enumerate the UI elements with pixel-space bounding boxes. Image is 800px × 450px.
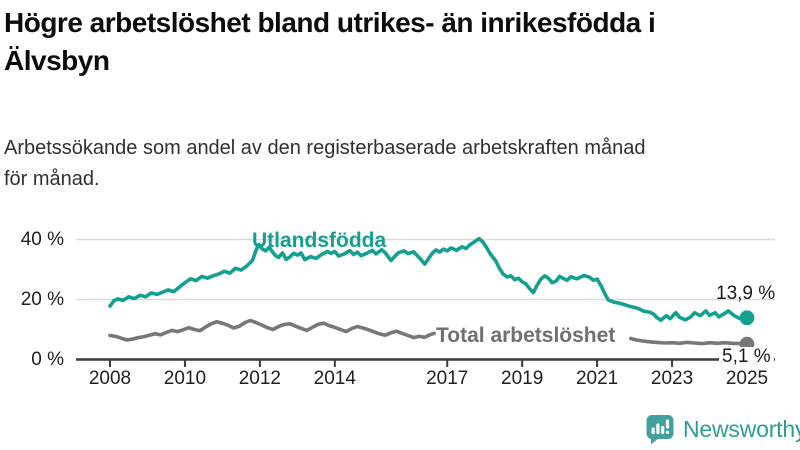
series-label-utlandsfodda: Utlandsfödda xyxy=(252,229,387,252)
end-value-label-utlandsfodda: 13,9 % xyxy=(716,283,776,304)
newsworthy-logo: Newsworthy xyxy=(645,413,800,445)
x-axis-tick-label: 2014 xyxy=(313,368,356,389)
y-axis-tick-label: 0 % xyxy=(31,348,64,370)
newsworthy-bubble-barchart-icon xyxy=(646,415,674,445)
x-axis-tick-label: 2021 xyxy=(575,368,619,389)
chart-subtitle-line1: Arbetssökande som andel av den registerb… xyxy=(4,137,646,159)
y-axis-tick-label: 20 % xyxy=(20,288,64,310)
newsworthy-logo-text: Newsworthy xyxy=(683,415,800,442)
end-value-label-total: 5,1 % xyxy=(719,347,774,367)
y-axis-tick-label: 40 % xyxy=(20,228,64,250)
chart-title-line1: Högre arbetslöshet bland utrikes- än inr… xyxy=(4,7,656,38)
x-axis-tick-label: 2019 xyxy=(501,368,544,389)
chart-subtitle: Arbetssökande som andel av den registerb… xyxy=(4,133,798,195)
chart-subtitle-line2: för månad. xyxy=(4,168,100,190)
x-axis-tick-label: 2023 xyxy=(650,368,694,389)
x-axis-tick-label: 2008 xyxy=(88,368,132,389)
x-axis-tick-label: 2010 xyxy=(163,368,207,389)
x-axis-tick-label: 2025 xyxy=(725,368,769,389)
x-axis-tick-label: 2012 xyxy=(238,368,282,389)
x-axis-tick-label: 2017 xyxy=(426,368,469,389)
series-label-total-arbetsloshet: Total arbetslöshet xyxy=(436,324,616,347)
chart-title-line2: Älvsbyn xyxy=(4,45,110,76)
chart-title: Högre arbetslöshet bland utrikes- än inr… xyxy=(4,4,798,80)
